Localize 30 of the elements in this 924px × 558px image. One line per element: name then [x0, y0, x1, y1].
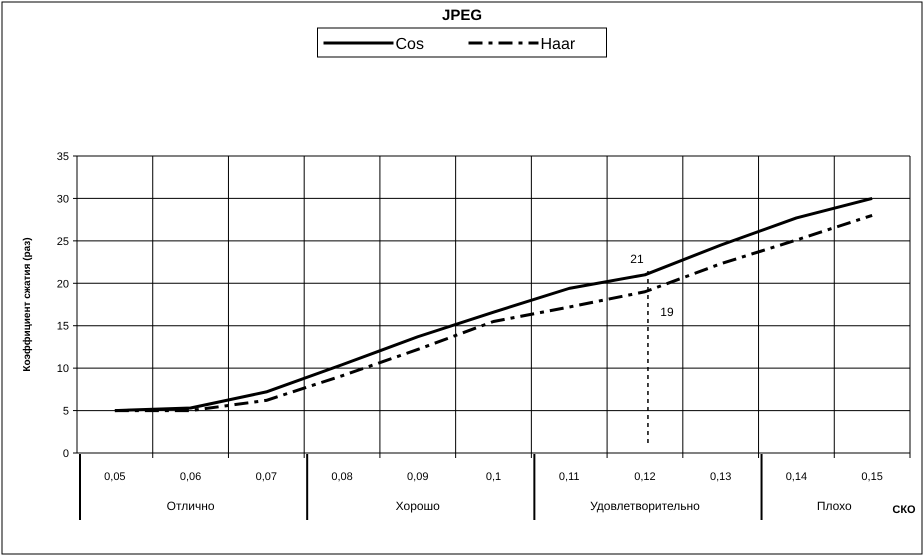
y-tick-label: 15	[56, 320, 69, 333]
text: Отлично	[166, 499, 215, 513]
x-tick-label: 0,07	[256, 471, 278, 483]
y-tick-label: 20	[56, 278, 69, 290]
y-axis-title: Коэффициент сжатия (раз)	[22, 237, 33, 372]
chart-title: JPEG	[442, 7, 482, 24]
annotation: 21	[630, 252, 644, 266]
x-tick-label: 0,13	[710, 471, 732, 483]
x-tick-label: 0,06	[180, 471, 202, 483]
text: Плохо	[816, 499, 852, 513]
y-tick-label: 0	[62, 448, 69, 460]
x-tick-label: 0,08	[331, 471, 353, 483]
y-tick-label: 25	[56, 236, 69, 248]
x-tick-label: 0,1	[486, 471, 502, 483]
y-tick-label: 5	[62, 406, 69, 418]
y-tick-label: 35	[56, 151, 69, 163]
x-tick-label: 0,09	[407, 471, 428, 483]
x-tick-label: 0,14	[786, 471, 808, 483]
legend-label: Cos	[396, 36, 424, 53]
y-tick-label: 30	[56, 193, 69, 206]
annotation: 19	[660, 304, 674, 319]
x-tick-label: 0,11	[558, 471, 580, 483]
x-tick-label: 0,15	[861, 471, 883, 483]
x-tick-label: 0,05	[104, 471, 126, 483]
x-axis-title: СКО	[892, 504, 916, 516]
text: Хорошо	[396, 499, 440, 513]
legend-label: Haar	[540, 36, 576, 53]
text: Удовлетворительно	[590, 499, 700, 513]
y-tick-label: 10	[56, 363, 69, 376]
x-tick-label: 0,12	[634, 471, 656, 483]
